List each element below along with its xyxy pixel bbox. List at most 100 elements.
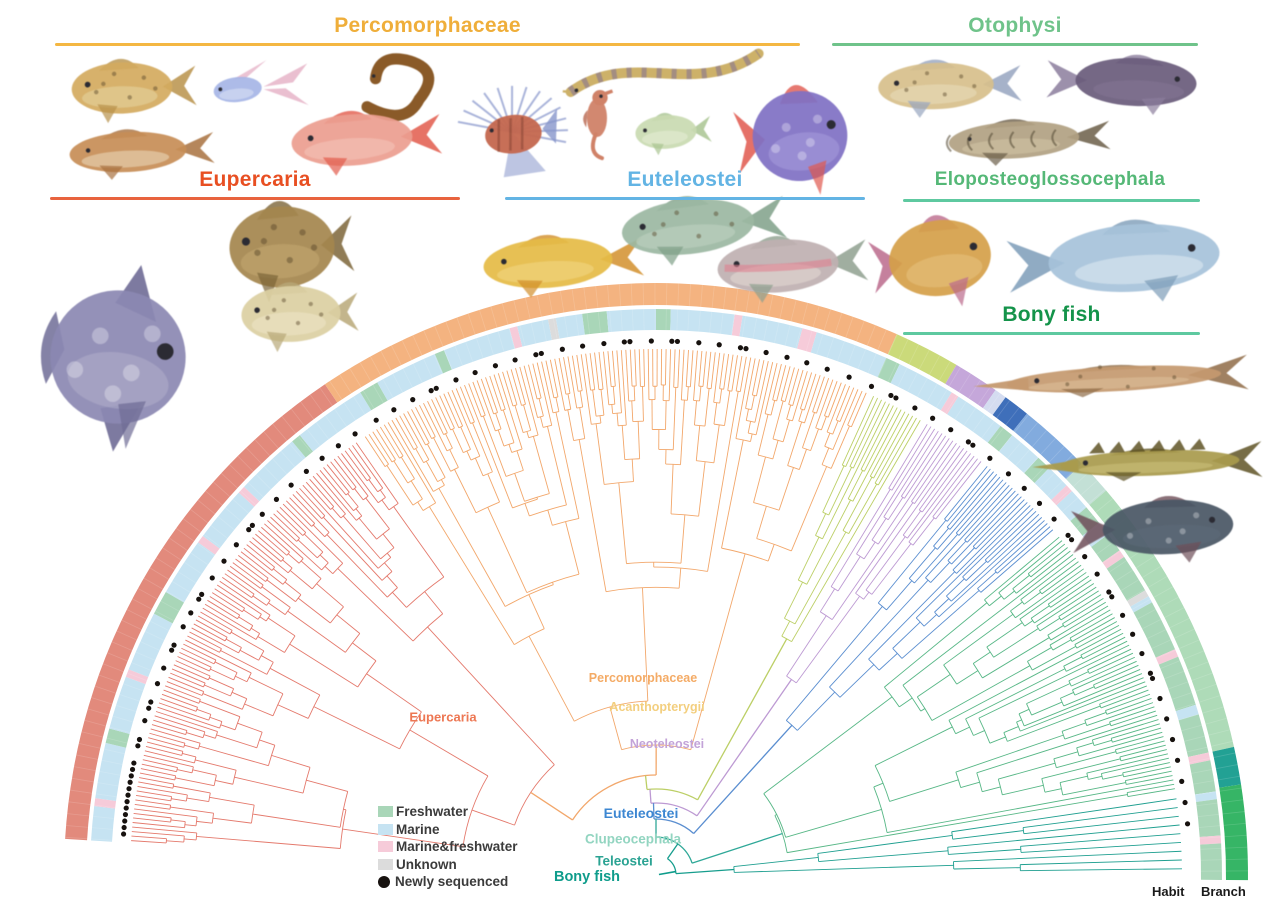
- newly-sequenced-dot: [352, 431, 358, 437]
- habit-ring-segment: [377, 353, 444, 401]
- habit-ring-segment: [1106, 556, 1146, 601]
- habit-ring-segment: [125, 669, 149, 685]
- habit-ring-segment: [656, 309, 671, 331]
- clade-header-eupercaria: Eupercaria: [199, 168, 311, 191]
- habit-ring-segment: [1127, 590, 1149, 607]
- newly-sequenced-dot: [146, 705, 152, 711]
- habit-ring-segment: [1051, 485, 1072, 506]
- habit-ring-segment: [810, 332, 887, 378]
- newly-sequenced-dot: [127, 779, 133, 785]
- habit-ring-segment: [1188, 752, 1211, 765]
- newly-sequenced-dot: [1051, 516, 1057, 522]
- fish-medaka-illustration: [635, 112, 712, 156]
- clade-header-underline-euteleostei: [505, 197, 865, 200]
- branch-ring-caption: Branch: [1201, 884, 1246, 899]
- clade-percomorphaceae: [364, 349, 867, 751]
- fish-lionfish-illustration: [457, 85, 568, 178]
- habit-ring-segment: [947, 396, 1001, 443]
- habit-ring-segment: [244, 441, 306, 502]
- newly-sequenced-dot: [492, 363, 499, 369]
- habit-ring-segment: [1130, 596, 1152, 613]
- newly-sequenced-dot: [648, 338, 654, 344]
- newly-sequenced-dot: [868, 383, 875, 390]
- newly-sequenced-dot: [124, 799, 130, 805]
- newly-sequenced-dot: [1157, 695, 1163, 702]
- habit-ring-segment: [1200, 843, 1222, 880]
- habit-ring-segment: [940, 392, 959, 415]
- legend-label-marine: Marine: [396, 821, 440, 837]
- newly-sequenced-dot: [674, 338, 681, 345]
- habit-ring-segment: [517, 319, 553, 347]
- newly-sequenced-dot: [288, 482, 294, 488]
- tree-node-label-teleostei: Teleostei: [595, 853, 653, 869]
- newly-sequenced-dot: [1106, 589, 1112, 595]
- habit-ring-segment: [987, 425, 1013, 452]
- spine-segment: [652, 724, 793, 835]
- newly-sequenced-dot: [120, 831, 127, 837]
- newly-sequenced-dot: [1179, 778, 1185, 784]
- newly-sequenced-dot: [319, 455, 325, 461]
- spine-segment: [649, 679, 793, 817]
- newly-sequenced-dot: [970, 442, 976, 448]
- legend-swatch-unknown: [378, 858, 393, 870]
- newly-sequenced-dot: [1184, 821, 1191, 827]
- newly-sequenced-dot: [169, 647, 175, 653]
- habit-ring-segment: [548, 317, 560, 341]
- fish-eel-illustration: [361, 53, 435, 122]
- branch-ring-segment: [887, 334, 957, 384]
- fish-golden-trout-illustration: [483, 234, 645, 298]
- newly-sequenced-dot: [233, 542, 239, 548]
- newly-sequenced-dot: [696, 340, 702, 346]
- fish-illustrations-layer: [40, 48, 1263, 563]
- newly-sequenced-dot: [123, 805, 129, 811]
- newly-sequenced-dot: [391, 407, 397, 413]
- newly-sequenced-dot: [716, 342, 722, 348]
- legend-label-newly-sequenced: Newly sequenced: [395, 874, 509, 890]
- newly-sequenced-dot: [888, 392, 894, 399]
- newly-sequenced-dot: [965, 439, 971, 445]
- habit-ring-segment: [238, 486, 260, 507]
- newly-sequenced-dot: [601, 340, 607, 347]
- clade-header-underline-percomorphaceae: [55, 43, 800, 46]
- clade-header-eloposteoglossocephala: Eloposteoglossocephala: [934, 169, 1166, 190]
- fish-sole-illustration: [69, 129, 215, 180]
- newly-sequenced-dot: [122, 811, 129, 818]
- newly-sequenced-dot: [209, 575, 215, 581]
- fish-milkfish-illustration: [1006, 219, 1220, 302]
- newly-sequenced-dot: [621, 339, 627, 345]
- newly-sequenced-dot: [824, 366, 830, 372]
- branch-ring-segment: [982, 390, 1006, 416]
- fish-featherfin-rainbowfish-illustration: [213, 60, 309, 106]
- habit-ring-segment: [360, 382, 388, 411]
- clade-euteleostei: [785, 466, 1054, 731]
- fish-monkfish-illustration: [229, 201, 355, 303]
- habit-ring-segment: [1155, 649, 1179, 665]
- fish-opah-illustration: [733, 85, 848, 195]
- fish-bichir-illustration: [1032, 438, 1263, 482]
- fish-coelacanth-illustration: [1071, 496, 1234, 563]
- phylogenetic-tree: [131, 349, 1182, 876]
- spine-segment: [644, 638, 788, 801]
- habit-ring-segment: [509, 326, 523, 349]
- newly-sequenced-dot: [1109, 594, 1115, 600]
- newly-sequenced-dot: [131, 760, 137, 766]
- habit-ring-segment: [198, 535, 220, 555]
- fish-dark-catfish-illustration: [1046, 54, 1197, 116]
- branch-ring-segment: [992, 397, 1027, 431]
- habit-ring-segment: [109, 676, 146, 734]
- tree-node-label-percomorphaceae: Percomorphaceae: [588, 671, 698, 685]
- newly-sequenced-dot: [1119, 612, 1126, 618]
- newly-sequenced-dot: [246, 527, 252, 533]
- newly-sequenced-dot: [161, 665, 167, 671]
- newly-sequenced-dot: [410, 397, 416, 403]
- newly-sequenced-dot: [559, 346, 565, 352]
- newly-sequenced-dot: [303, 468, 309, 474]
- newly-sequenced-dot: [930, 415, 936, 421]
- fish-zebra-loach-illustration: [945, 119, 1111, 166]
- newly-sequenced-dot: [1065, 532, 1071, 538]
- habit-ring-segment: [95, 742, 127, 802]
- habit-ring-segment: [797, 328, 817, 353]
- newly-sequenced-dot: [259, 511, 265, 517]
- newly-sequenced-dot: [199, 591, 205, 597]
- newly-sequenced-dot: [121, 824, 127, 831]
